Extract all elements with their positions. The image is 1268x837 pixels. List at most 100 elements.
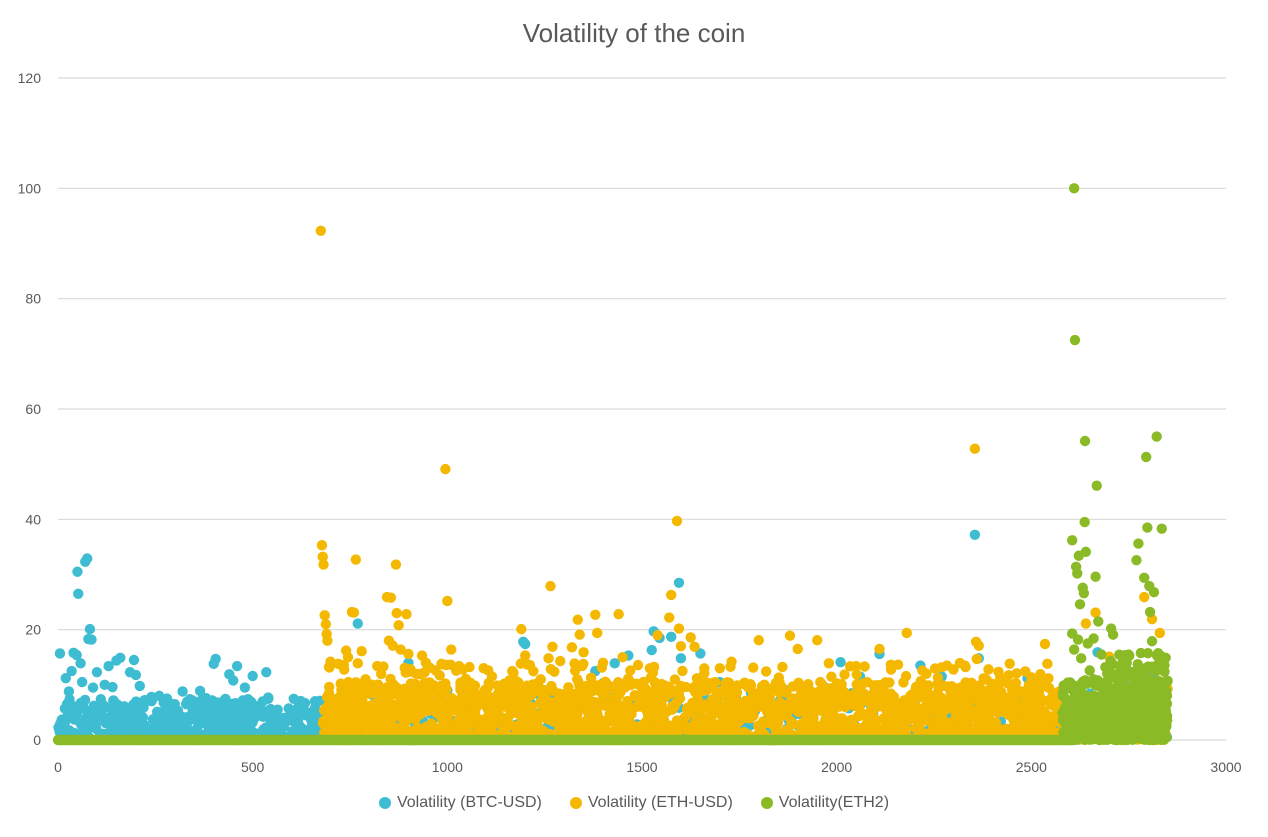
- data-point-1: [426, 701, 437, 712]
- data-point-1: [473, 714, 485, 725]
- data-point-1: [535, 674, 546, 685]
- data-point-2: [1082, 678, 1093, 689]
- data-point-1: [598, 725, 609, 736]
- data-point-1: [753, 634, 764, 646]
- data-point-2: [1084, 665, 1095, 676]
- data-point-2: [1091, 480, 1102, 491]
- data-point-1: [387, 725, 398, 736]
- data-point-2: [1156, 523, 1167, 534]
- data-point-1: [982, 715, 994, 727]
- data-point-1: [1032, 709, 1043, 720]
- y-tick-label: 0: [33, 732, 41, 748]
- data-point-0: [161, 693, 173, 704]
- data-point-0: [969, 529, 981, 540]
- data-point-1: [592, 702, 603, 713]
- data-point-1: [438, 703, 450, 715]
- legend-label-eth2: Volatility(ETH2): [778, 794, 890, 811]
- data-point-1: [537, 688, 548, 699]
- data-point-1: [714, 663, 726, 674]
- data-point-2: [1141, 720, 1152, 731]
- data-point-1: [1009, 716, 1021, 727]
- data-point-1: [1013, 701, 1025, 713]
- data-point-0: [190, 725, 201, 736]
- data-point-1: [674, 717, 686, 728]
- data-point-1: [521, 680, 533, 691]
- data-point-0: [220, 723, 231, 735]
- y-tick-label: 20: [25, 622, 41, 638]
- data-point-1: [491, 700, 502, 711]
- data-point-1: [629, 690, 641, 701]
- data-point-1: [849, 722, 861, 733]
- data-point-1: [983, 664, 994, 675]
- data-point-1: [969, 443, 981, 454]
- data-point-2: [1122, 665, 1133, 676]
- y-tick-label: 80: [25, 291, 41, 307]
- data-point-1: [675, 641, 687, 652]
- data-point-1: [551, 701, 562, 712]
- data-point-1: [948, 664, 959, 675]
- data-point-1: [482, 716, 494, 728]
- data-point-0: [71, 649, 82, 661]
- data-point-0: [352, 618, 363, 629]
- data-point-1: [338, 698, 350, 709]
- legend-item-eth2[interactable]: Volatility(ETH2): [760, 794, 890, 812]
- data-point-1: [544, 710, 556, 722]
- data-point-0: [301, 709, 313, 721]
- data-point-1: [410, 668, 422, 679]
- data-point-0: [72, 566, 83, 577]
- data-point-1: [851, 669, 862, 680]
- data-point-0: [157, 714, 168, 726]
- data-point-2: [1137, 668, 1148, 679]
- data-point-2: [1079, 516, 1090, 528]
- data-point-1: [930, 689, 942, 700]
- data-point-1: [869, 685, 880, 696]
- data-point-1: [994, 672, 1006, 683]
- data-point-1: [328, 700, 340, 711]
- data-point-1: [395, 699, 406, 711]
- y-tick-label: 40: [25, 511, 41, 527]
- data-point-1: [451, 695, 463, 707]
- data-point-1: [468, 696, 479, 708]
- data-point-0: [270, 706, 282, 718]
- data-point-1: [761, 688, 773, 700]
- data-point-0: [70, 705, 82, 716]
- data-point-1: [689, 641, 700, 652]
- data-point-1: [395, 644, 406, 655]
- data-point-2: [1080, 732, 1091, 744]
- data-point-1: [344, 716, 356, 727]
- gridlines: [58, 77, 1226, 741]
- data-point-0: [55, 718, 66, 730]
- data-point-1: [859, 661, 870, 672]
- data-point-2: [1142, 522, 1153, 533]
- data-point-1: [569, 658, 580, 669]
- data-point-1: [346, 726, 358, 737]
- data-point-2: [1079, 435, 1091, 447]
- data-point-1: [456, 708, 468, 720]
- data-point-1: [498, 678, 510, 689]
- data-point-0: [139, 720, 151, 731]
- data-point-1: [348, 607, 360, 618]
- data-point-1: [667, 685, 678, 696]
- data-point-1: [652, 699, 663, 711]
- data-point-0: [63, 686, 75, 697]
- data-point-1: [319, 610, 330, 621]
- data-point-0: [54, 648, 66, 659]
- data-point-1: [325, 656, 336, 667]
- legend-item-btc[interactable]: Volatility (BTC-USD): [378, 794, 542, 812]
- data-point-1: [573, 693, 584, 705]
- data-point-1: [1154, 627, 1166, 639]
- data-point-2: [1068, 183, 1080, 194]
- data-point-0: [239, 724, 251, 736]
- x-tick-label: 500: [241, 759, 265, 775]
- data-point-1: [949, 706, 961, 717]
- data-point-1: [369, 698, 380, 710]
- data-point-0: [294, 720, 305, 731]
- data-point-1: [669, 674, 681, 685]
- legend-item-eth[interactable]: Volatility (ETH-USD): [569, 794, 733, 812]
- data-point-1: [699, 668, 710, 679]
- data-point-1: [316, 540, 328, 551]
- data-point-1: [453, 723, 464, 734]
- data-point-1: [725, 694, 736, 705]
- data-point-2: [1062, 677, 1074, 688]
- data-point-1: [820, 701, 831, 712]
